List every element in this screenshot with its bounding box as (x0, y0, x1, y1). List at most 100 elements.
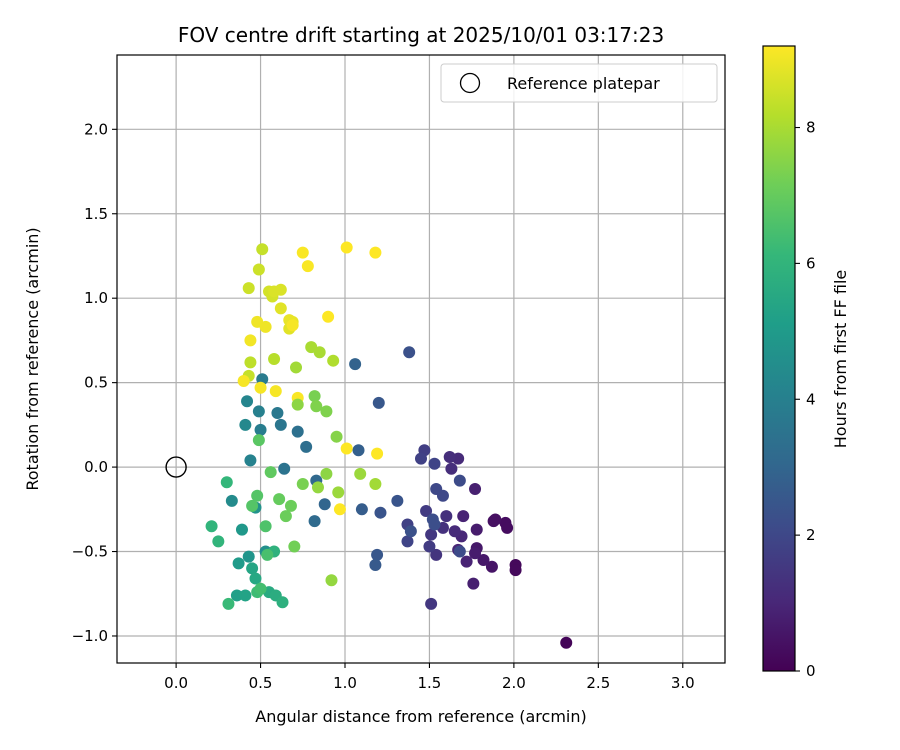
grid-lines (117, 55, 725, 663)
data-point-26 (425, 528, 438, 541)
x-tick-label-4: 2.0 (502, 674, 526, 692)
y-tick-label-4: 1.0 (84, 289, 108, 307)
data-point-110 (244, 356, 257, 369)
data-point-133 (340, 241, 353, 254)
data-point-46 (369, 559, 382, 572)
data-point-35 (436, 489, 449, 502)
data-point-56 (274, 418, 287, 431)
data-point-100 (325, 574, 338, 587)
data-point-21 (443, 450, 456, 463)
y-tick-label-1: −0.5 (72, 543, 108, 561)
y-axis-title: Rotation from reference (arcmin) (23, 227, 42, 490)
data-point-42 (391, 494, 404, 507)
data-point-14 (460, 555, 473, 568)
colorbar-tick-label-1: 2 (806, 526, 816, 544)
colorbar-tick-label-0: 0 (806, 662, 816, 680)
data-point-71 (239, 589, 252, 602)
data-point-86 (251, 489, 264, 502)
data-point-62 (241, 395, 254, 408)
data-point-139 (291, 398, 304, 411)
data-point-7 (485, 560, 498, 573)
data-point-37 (453, 545, 466, 558)
data-point-92 (284, 499, 297, 512)
data-point-39 (428, 518, 441, 531)
data-point-125 (244, 334, 257, 347)
x-axis: 0.0 0.5 1.0 1.5 2.0 2.5 3.0 (164, 663, 695, 692)
data-point-91 (279, 510, 292, 523)
data-point-98 (330, 430, 343, 443)
data-point-33 (428, 457, 441, 470)
data-point-19 (448, 525, 461, 538)
data-point-81 (222, 597, 235, 610)
colorbar: 0 2 4 6 8 Hours from first FF file (762, 45, 850, 680)
data-point-76 (276, 596, 289, 609)
data-point-79 (212, 535, 225, 548)
data-point-138 (286, 319, 299, 332)
data-point-97 (320, 405, 333, 418)
data-point-0 (560, 636, 573, 649)
data-point-108 (327, 354, 340, 367)
data-point-114 (242, 282, 255, 295)
data-point-88 (252, 434, 265, 447)
x-tick-label-0: 0.0 (164, 674, 188, 692)
y-tick-label-6: 2.0 (84, 120, 108, 138)
data-point-20 (445, 462, 458, 475)
y-axis: −1.0 −0.5 0.0 0.5 1.0 1.5 2.0 (72, 120, 117, 645)
data-point-25 (425, 597, 438, 610)
y-tick-label-2: 0.0 (84, 458, 108, 476)
x-tick-label-1: 0.5 (249, 674, 273, 692)
data-point-105 (290, 361, 303, 374)
x-tick-label-5: 2.5 (586, 674, 610, 692)
data-point-40 (403, 346, 416, 359)
data-point-73 (249, 572, 262, 585)
colorbar-tick-label-2: 4 (806, 390, 816, 408)
plot-frame (116, 54, 726, 664)
data-point-137 (371, 447, 384, 460)
data-point-112 (256, 243, 269, 256)
data-point-135 (333, 503, 346, 516)
data-point-13 (467, 577, 480, 590)
data-point-8 (477, 553, 490, 566)
data-point-69 (232, 557, 245, 570)
y-tick-label-3: 0.5 (84, 374, 108, 392)
data-point-84 (261, 548, 274, 561)
data-point-41 (404, 525, 417, 538)
data-point-126 (237, 374, 250, 387)
data-point-32 (401, 535, 414, 548)
data-point-113 (252, 263, 265, 276)
data-point-103 (354, 467, 367, 480)
colorbar-tick-label-4: 8 (806, 119, 816, 137)
data-point-85 (259, 520, 272, 533)
data-point-52 (308, 515, 321, 528)
x-tick-label-3: 1.5 (418, 674, 442, 692)
data-point-95 (308, 390, 321, 403)
data-point-78 (205, 520, 218, 533)
legend-reference-marker (459, 72, 481, 94)
data-point-83 (254, 582, 267, 595)
data-point-2 (509, 564, 522, 577)
y-tick-label-0: −1.0 (72, 627, 108, 645)
data-point-50 (318, 498, 331, 511)
data-point-6 (487, 515, 500, 528)
data-point-118 (274, 283, 287, 296)
data-point-54 (291, 425, 304, 438)
data-point-134 (369, 246, 382, 259)
data-point-48 (352, 444, 365, 457)
data-point-94 (296, 477, 309, 490)
data-point-27 (423, 540, 436, 553)
y-tick-label-5: 1.5 (84, 205, 108, 223)
data-point-80 (220, 476, 233, 489)
data-point-124 (251, 315, 264, 328)
data-point-128 (269, 385, 282, 398)
data-point-89 (264, 466, 277, 479)
data-point-24 (430, 548, 443, 561)
x-axis-title: Angular distance from reference (arcmin) (255, 707, 586, 726)
colorbar-gradient (763, 46, 795, 671)
colorbar-label: Hours from first FF file (831, 270, 850, 449)
data-point-87 (246, 499, 259, 512)
colorbar-ticks: 0 2 4 6 8 (795, 119, 816, 680)
data-point-15 (457, 510, 470, 523)
data-point-30 (415, 452, 427, 465)
